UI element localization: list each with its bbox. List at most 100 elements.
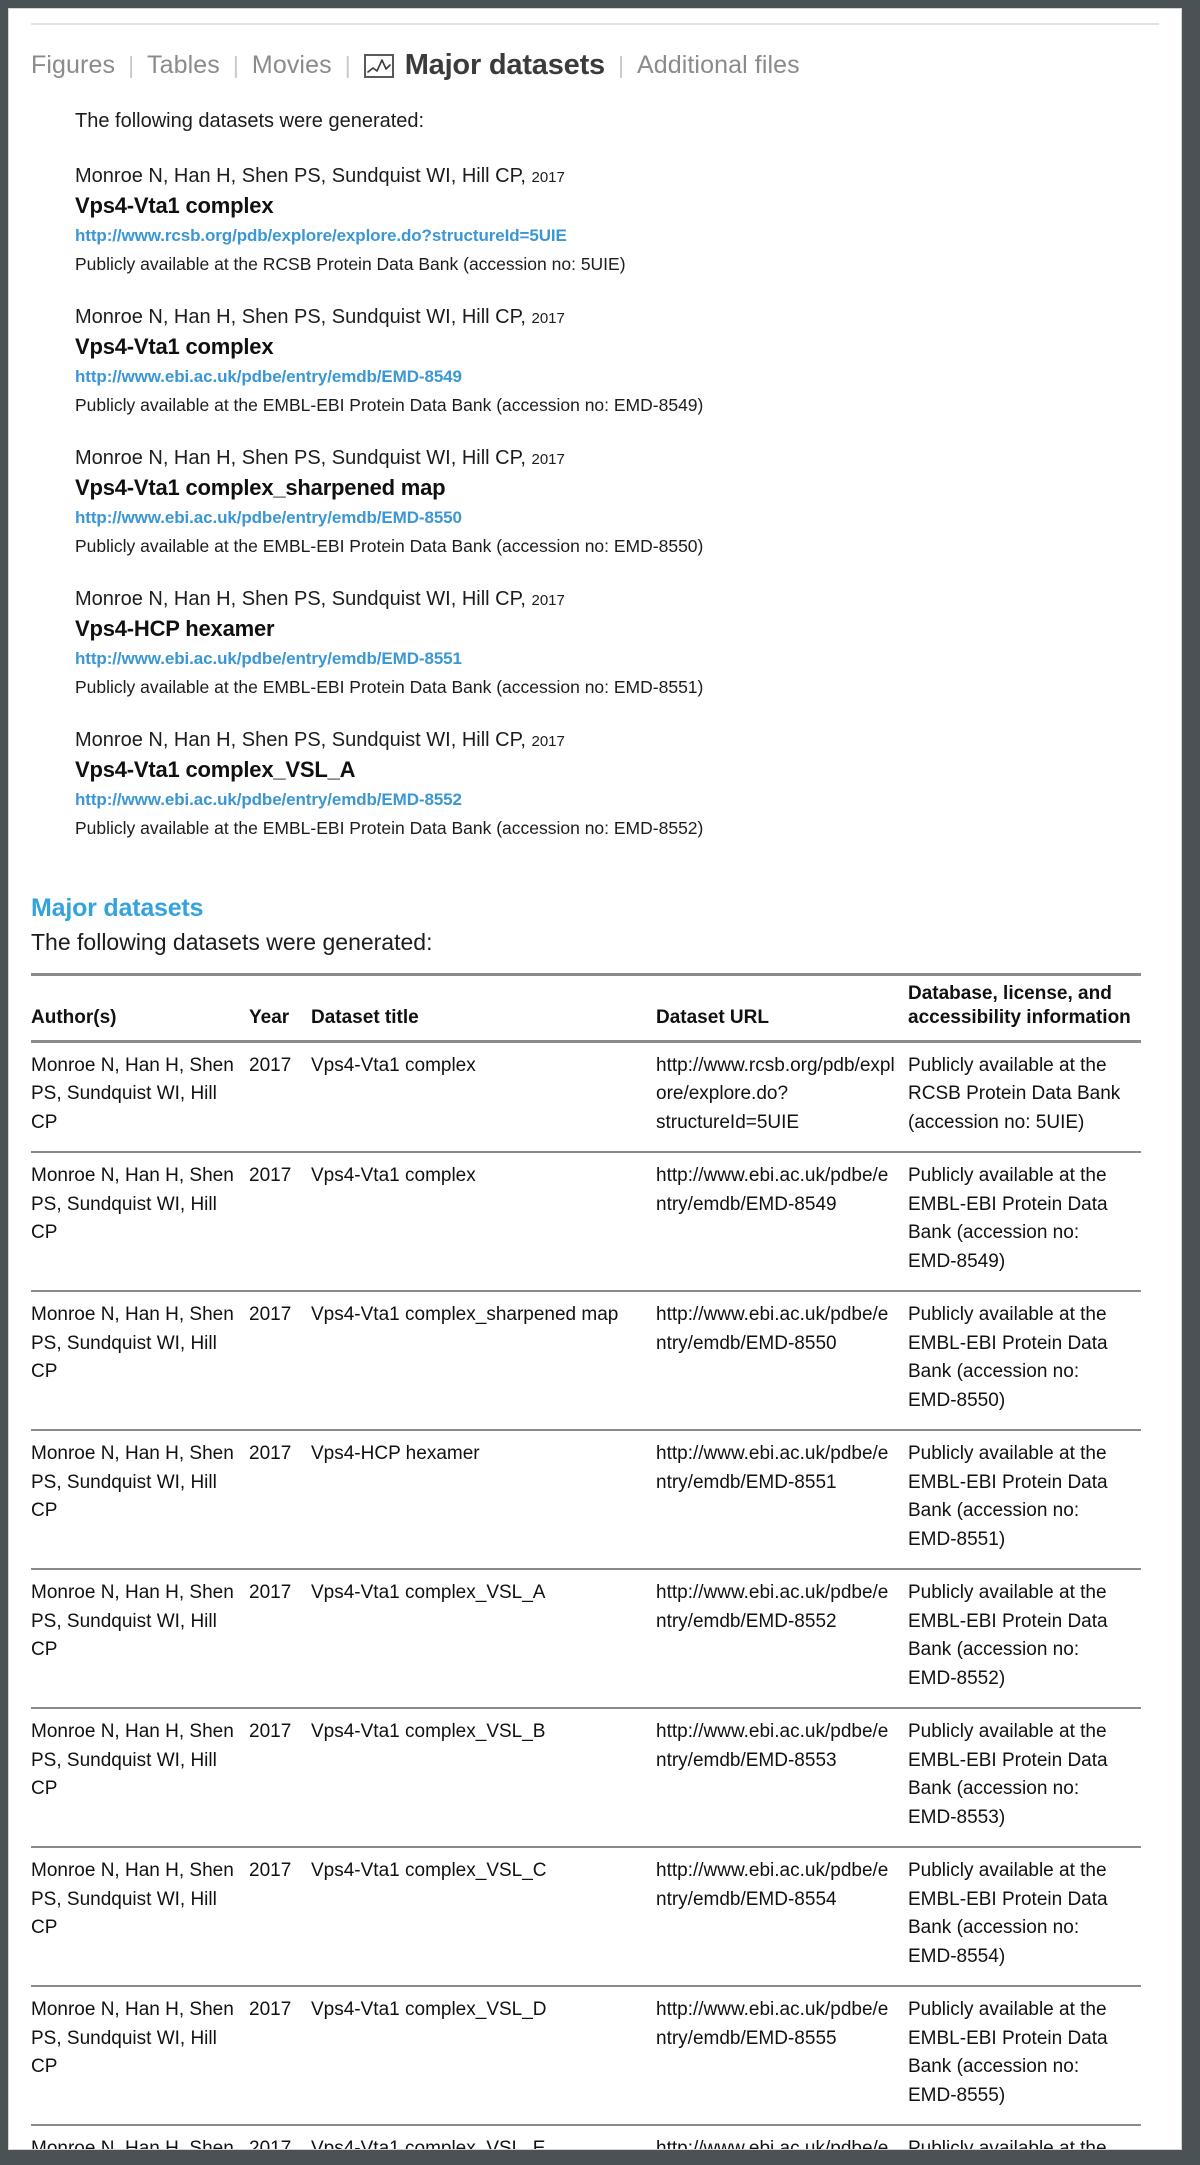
- cell-url[interactable]: http://www.ebi.ac.uk/pdbe/entry/emdb/EMD…: [656, 1847, 908, 1988]
- dataset-url-link[interactable]: http://www.ebi.ac.uk/pdbe/entry/emdb/EMD…: [75, 790, 462, 810]
- cell-year: 2017: [249, 1291, 311, 1432]
- cell-title: Vps4-Vta1 complex: [311, 1041, 656, 1154]
- cell-database: Publicly available at the EMBL-EBI Prote…: [908, 2125, 1141, 2149]
- cell-url[interactable]: http://www.ebi.ac.uk/pdbe/entry/emdb/EMD…: [656, 1430, 908, 1571]
- cell-url[interactable]: http://www.ebi.ac.uk/pdbe/entry/emdb/EMD…: [656, 2125, 908, 2149]
- cell-url[interactable]: http://www.ebi.ac.uk/pdbe/entry/emdb/EMD…: [656, 1152, 908, 1293]
- tab-major-datasets[interactable]: Major datasets: [404, 49, 605, 81]
- tab-separator: |: [617, 52, 624, 78]
- cell-url[interactable]: http://www.ebi.ac.uk/pdbe/entry/emdb/EMD…: [656, 1986, 908, 2127]
- dataset-authors-names: Monroe N, Han H, Shen PS, Sundquist WI, …: [75, 447, 526, 470]
- cell-title: Vps4-Vta1 complex_VSL_A: [311, 1569, 656, 1710]
- cell-url[interactable]: http://www.ebi.ac.uk/pdbe/entry/emdb/EMD…: [656, 1291, 908, 1432]
- tab-separator: |: [344, 52, 351, 78]
- dataset-authors: Monroe N, Han H, Shen PS, Sundquist WI, …: [75, 163, 1181, 190]
- cell-year: 2017: [249, 1847, 311, 1988]
- table-row: Monroe N, Han H, Shen PS, Sundquist WI, …: [31, 1291, 1141, 1432]
- dataset-title: Vps4-Vta1 complex_VSL_A: [75, 757, 356, 783]
- table-row: Monroe N, Han H, Shen PS, Sundquist WI, …: [31, 1986, 1141, 2127]
- cell-author: Monroe N, Han H, Shen PS, Sundquist WI, …: [31, 1041, 249, 1154]
- cell-database: Publicly available at the EMBL-EBI Prote…: [908, 1986, 1141, 2127]
- document-page: Figures | Tables | Movies | Major datase…: [8, 8, 1182, 2150]
- cell-url[interactable]: http://www.ebi.ac.uk/pdbe/entry/emdb/EMD…: [656, 1569, 908, 1710]
- cell-database: Publicly available at the EMBL-EBI Prote…: [908, 1152, 1141, 1293]
- cell-year: 2017: [249, 2125, 311, 2149]
- tab-separator: |: [128, 52, 135, 78]
- cell-author: Monroe N, Han H, Shen PS, Sundquist WI, …: [31, 2125, 249, 2149]
- cell-title: Vps4-Vta1 complex_VSL_D: [311, 1986, 656, 2127]
- dataset-availability: Publicly available at the EMBL-EBI Prote…: [75, 817, 704, 838]
- table-row: Monroe N, Han H, Shen PS, Sundquist WI, …: [31, 1847, 1141, 1988]
- column-header-author: Author(s): [31, 973, 249, 1043]
- cell-url[interactable]: http://www.ebi.ac.uk/pdbe/entry/emdb/EMD…: [656, 1708, 908, 1849]
- cell-year: 2017: [249, 1708, 311, 1849]
- section-tabs: Figures | Tables | Movies | Major datase…: [9, 25, 1181, 82]
- dataset-list: The following datasets were generated: M…: [9, 82, 1181, 841]
- dataset-authors-names: Monroe N, Han H, Shen PS, Sundquist WI, …: [75, 588, 526, 611]
- dataset-authors: Monroe N, Han H, Shen PS, Sundquist WI, …: [75, 445, 1181, 472]
- table-row: Monroe N, Han H, Shen PS, Sundquist WI, …: [31, 1708, 1141, 1849]
- dataset-title: Vps4-Vta1 complex_sharpened map: [75, 475, 446, 501]
- cell-database: Publicly available at the RCSB Protein D…: [908, 1041, 1141, 1154]
- table-row: Monroe N, Han H, Shen PS, Sundquist WI, …: [31, 1430, 1141, 1571]
- dataset-entry: Monroe N, Han H, Shen PS, Sundquist WI, …: [75, 445, 1181, 559]
- cell-database: Publicly available at the EMBL-EBI Prote…: [908, 1430, 1141, 1571]
- major-datasets-heading: Major datasets: [31, 894, 204, 923]
- column-header-title: Dataset title: [311, 973, 656, 1043]
- tab-additional-files[interactable]: Additional files: [636, 51, 800, 79]
- dataset-entry: Monroe N, Han H, Shen PS, Sundquist WI, …: [75, 304, 1181, 418]
- cell-author: Monroe N, Han H, Shen PS, Sundquist WI, …: [31, 1847, 249, 1988]
- tab-figures[interactable]: Figures: [31, 51, 116, 79]
- cell-title: Vps4-Vta1 complex_sharpened map: [311, 1291, 656, 1432]
- chart-icon: [363, 53, 394, 78]
- cell-database: Publicly available at the EMBL-EBI Prote…: [908, 1847, 1141, 1988]
- table-row: Monroe N, Han H, Shen PS, Sundquist WI, …: [31, 1569, 1141, 1710]
- table-row: Monroe N, Han H, Shen PS, Sundquist WI, …: [31, 1041, 1141, 1154]
- dataset-title: Vps4-Vta1 complex: [75, 193, 274, 218]
- cell-author: Monroe N, Han H, Shen PS, Sundquist WI, …: [31, 1430, 249, 1571]
- cell-year: 2017: [249, 1986, 311, 2127]
- dataset-list-intro: The following datasets were generated:: [75, 110, 425, 132]
- tab-movies[interactable]: Movies: [251, 51, 332, 79]
- dataset-year: 2017: [531, 592, 565, 610]
- cell-author: Monroe N, Han H, Shen PS, Sundquist WI, …: [31, 1152, 249, 1293]
- tab-separator: |: [232, 52, 239, 78]
- cell-year: 2017: [249, 1041, 311, 1154]
- major-datasets-section: Major datasets The following datasets we…: [9, 868, 1181, 2149]
- dataset-url-link[interactable]: http://www.rcsb.org/pdb/explore/explore.…: [75, 225, 567, 245]
- cell-database: Publicly available at the EMBL-EBI Prote…: [908, 1708, 1141, 1849]
- cell-database: Publicly available at the EMBL-EBI Prote…: [908, 1291, 1141, 1432]
- cell-year: 2017: [249, 1152, 311, 1293]
- cell-title: Vps4-Vta1 complex_VSL_E: [311, 2125, 656, 2149]
- dataset-year: 2017: [531, 733, 565, 751]
- major-datasets-table: Author(s) Year Dataset title Dataset URL…: [31, 973, 1141, 2149]
- table-row: Monroe N, Han H, Shen PS, Sundquist WI, …: [31, 1152, 1141, 1293]
- dataset-url-link[interactable]: http://www.ebi.ac.uk/pdbe/entry/emdb/EMD…: [75, 366, 462, 386]
- dataset-entry: Monroe N, Han H, Shen PS, Sundquist WI, …: [75, 586, 1181, 700]
- dataset-url-link[interactable]: http://www.ebi.ac.uk/pdbe/entry/emdb/EMD…: [75, 648, 462, 668]
- cell-year: 2017: [249, 1430, 311, 1571]
- dataset-authors: Monroe N, Han H, Shen PS, Sundquist WI, …: [75, 727, 1181, 754]
- header-divider: [31, 23, 1159, 25]
- cell-database: Publicly available at the EMBL-EBI Prote…: [908, 1569, 1141, 1710]
- dataset-authors-names: Monroe N, Han H, Shen PS, Sundquist WI, …: [75, 729, 526, 752]
- dataset-year: 2017: [531, 310, 565, 328]
- column-header-url: Dataset URL: [656, 973, 908, 1043]
- dataset-authors: Monroe N, Han H, Shen PS, Sundquist WI, …: [75, 586, 1181, 613]
- table-row: Monroe N, Han H, Shen PS, Sundquist WI, …: [31, 2125, 1141, 2149]
- dataset-entry: Monroe N, Han H, Shen PS, Sundquist WI, …: [75, 163, 1181, 277]
- dataset-title: Vps4-Vta1 complex: [75, 334, 274, 360]
- dataset-authors-names: Monroe N, Han H, Shen PS, Sundquist WI, …: [75, 165, 526, 187]
- dataset-year: 2017: [531, 169, 565, 186]
- dataset-url-link[interactable]: http://www.ebi.ac.uk/pdbe/entry/emdb/EMD…: [75, 507, 462, 527]
- cell-author: Monroe N, Han H, Shen PS, Sundquist WI, …: [31, 1986, 249, 2127]
- column-header-database: Database, license, and accessibility inf…: [908, 973, 1141, 1043]
- tab-tables[interactable]: Tables: [147, 51, 220, 79]
- table-body: Monroe N, Han H, Shen PS, Sundquist WI, …: [31, 1041, 1141, 2149]
- column-header-year: Year: [249, 973, 311, 1043]
- dataset-authors-names: Monroe N, Han H, Shen PS, Sundquist WI, …: [75, 306, 526, 329]
- cell-url[interactable]: http://www.rcsb.org/pdb/explore/explore.…: [656, 1041, 908, 1154]
- dataset-availability: Publicly available at the EMBL-EBI Prote…: [75, 535, 704, 556]
- dataset-authors: Monroe N, Han H, Shen PS, Sundquist WI, …: [75, 304, 1181, 331]
- table-header: Author(s) Year Dataset title Dataset URL…: [31, 973, 1141, 1043]
